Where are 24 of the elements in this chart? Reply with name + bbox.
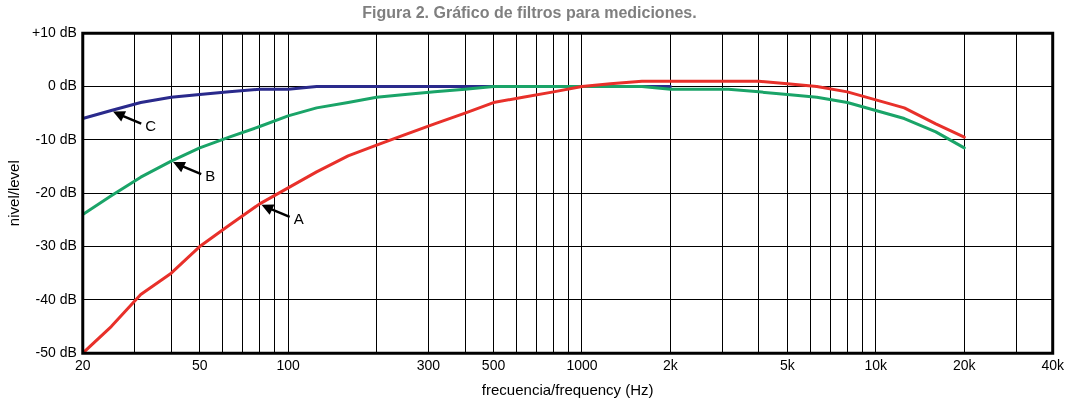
series-label: A: [293, 210, 304, 228]
y-tick-label: +10 dB: [32, 24, 77, 41]
series-label: C: [145, 116, 157, 134]
x-tick-label: 100: [276, 357, 301, 374]
x-tick-label: 20k: [952, 357, 977, 374]
x-tick-label: 1000: [566, 357, 598, 374]
y-axis-title: nivel/level: [5, 160, 23, 227]
y-tick-label: -10 dB: [35, 130, 77, 147]
y-tick-label: -50 dB: [35, 344, 77, 361]
x-tick-label: 5k: [779, 357, 796, 374]
series-label: B: [205, 167, 216, 185]
x-tick-label: 2k: [663, 357, 679, 374]
y-tick-label: -20 dB: [35, 184, 77, 201]
y-tick-label: 0 dB: [47, 77, 77, 94]
x-tick-label: 500: [481, 357, 506, 374]
x-tick-label: 10k: [864, 357, 889, 374]
x-tick-label: 20: [74, 357, 91, 374]
y-tick-label: -30 dB: [35, 237, 77, 254]
x-tick-label: 40k: [1041, 357, 1065, 374]
chart-title: Figura 2. Gráfico de filtros para mediciones.: [362, 4, 697, 22]
y-tick-label: -40 dB: [35, 290, 77, 307]
x-axis-title: frecuencia/frequency (Hz): [481, 381, 654, 399]
x-tick-label: 50: [191, 357, 208, 374]
x-tick-label: 300: [416, 357, 441, 374]
